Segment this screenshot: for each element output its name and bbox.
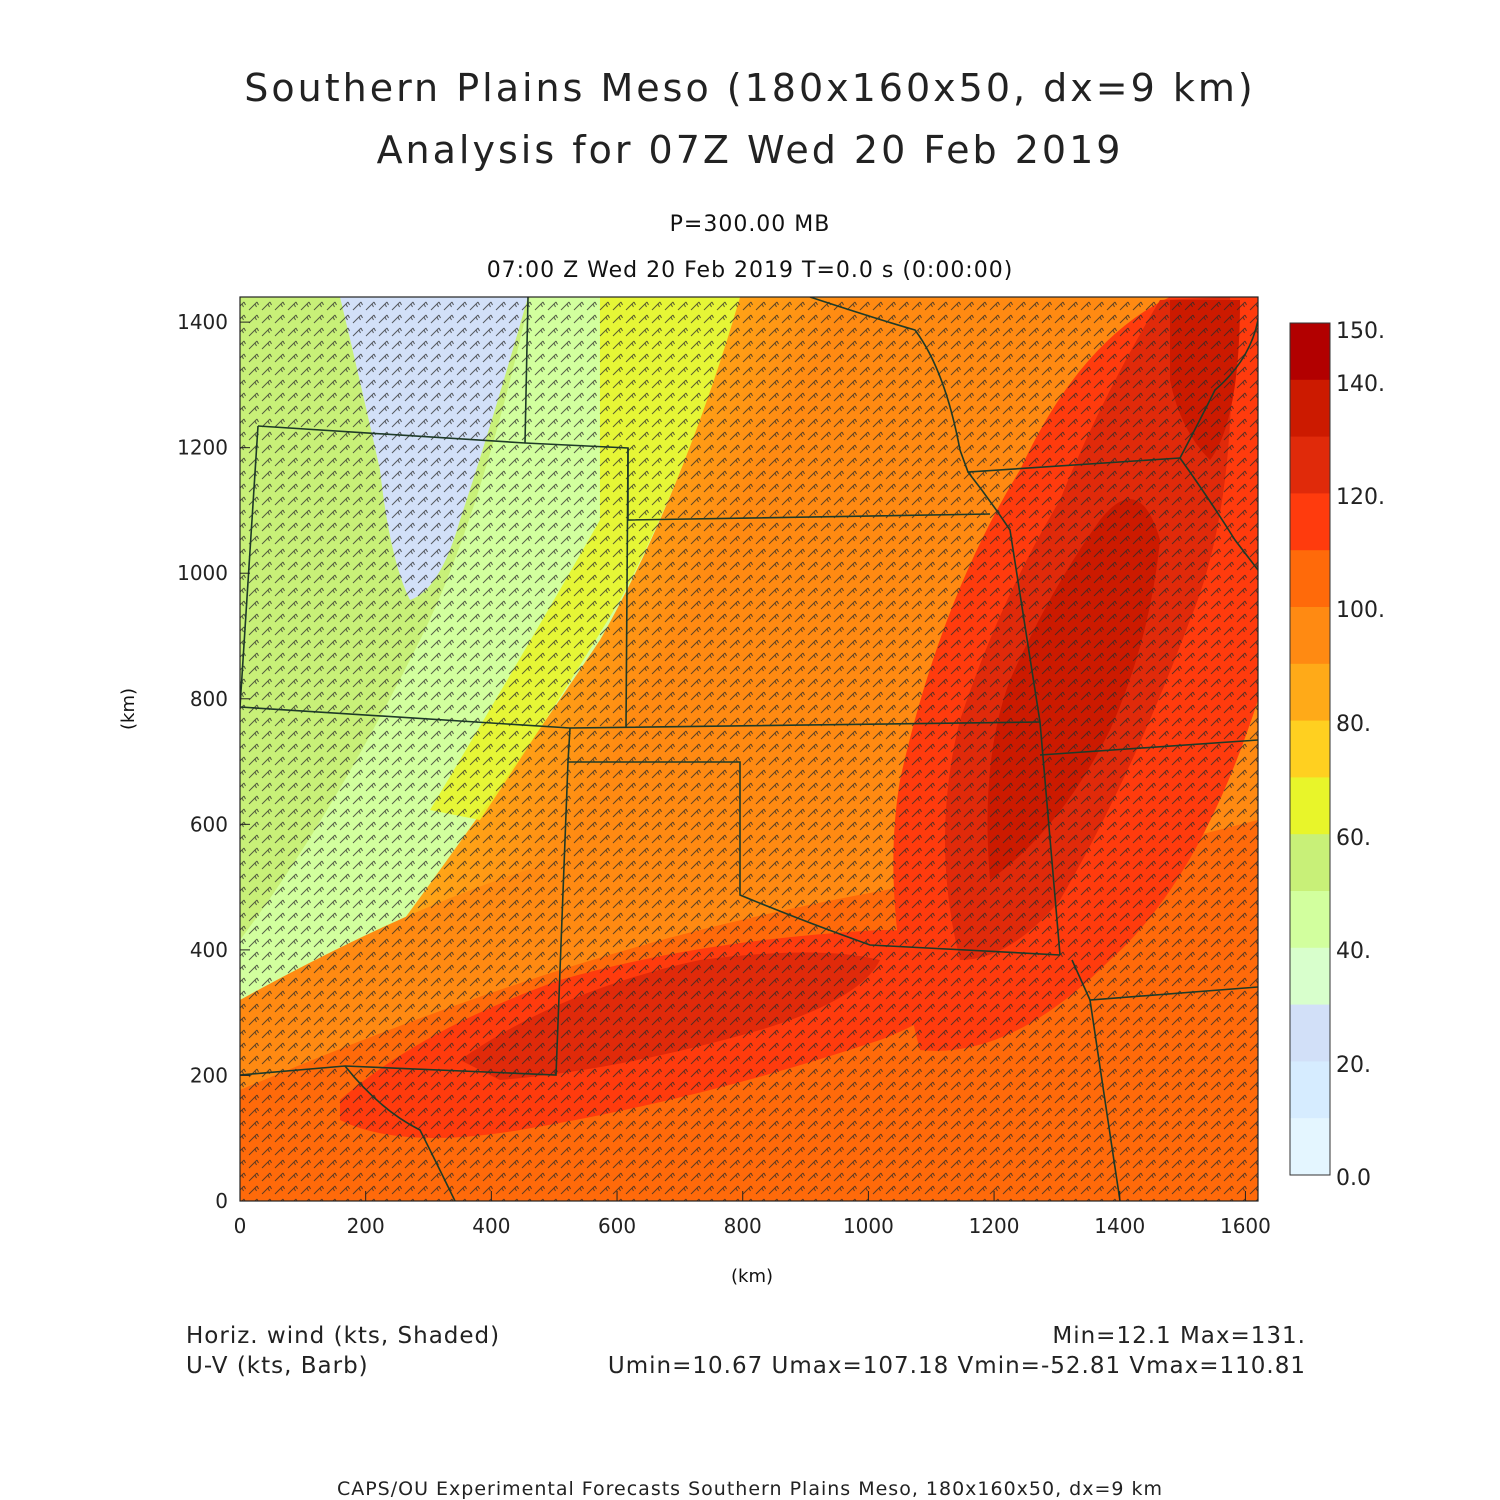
x-tick-label: 1000 [843,1214,894,1238]
y-tick-label: 400 [190,938,228,962]
x-tick-label: 1200 [969,1214,1020,1238]
colorbar-frame [1289,322,1331,1176]
colorbar-swatch [1290,436,1330,494]
x-tick-label: 1600 [1220,1214,1271,1238]
colorbar: 150. 140. 120. 100. 80. 60. 40. 20. 0.0 [1289,319,1385,1191]
colorbar-swatch [1290,891,1330,949]
credit-line: CAPS/OU Experimental Forecasts Southern … [336,1478,1164,1500]
colorbar-swatch [1290,493,1330,551]
colorbar-label: 60. [1336,826,1371,851]
uv-stats: Umin=10.67 Umax=107.18 Vmin=-52.81 Vmax=… [607,1353,1306,1379]
x-tick-label: 0 [234,1214,247,1238]
y-tick-label: 1000 [177,561,228,585]
colorbar-swatch [1290,1118,1330,1176]
colorbar-label: 0.0 [1336,1166,1371,1191]
y-axis-ticks: 0 200 400 600 800 1000 1200 1400 [177,310,250,1213]
barb-description: U-V (kts, Barb) [186,1353,369,1379]
colorbar-label: 100. [1336,598,1385,623]
colorbar-swatch [1290,323,1330,381]
valid-time: 07:00 Z Wed 20 Feb 2019 T=0.0 s (0:00:00… [486,258,1014,283]
colorbar-swatch [1290,607,1330,665]
x-tick-label: 1400 [1094,1214,1145,1238]
colorbar-label: 20. [1336,1053,1371,1078]
colorbar-swatch [1290,550,1330,608]
colorbar-label: 120. [1336,485,1385,510]
x-tick-label: 400 [472,1214,510,1238]
y-tick-label: 600 [190,812,228,836]
y-tick-label: 0 [215,1189,228,1213]
y-tick-label: 1200 [177,436,228,460]
chart-title: Southern Plains Meso (180x160x50, dx=9 k… [244,66,1256,110]
x-axis-label: (km) [731,1266,774,1287]
plot-frame [239,296,1259,1202]
y-axis-label: (km) [118,687,139,730]
colorbar-swatch [1290,1004,1330,1062]
state-borders [240,297,1258,1201]
x-tick-label: 800 [724,1214,762,1238]
colorbar-label: 150. [1336,319,1385,344]
y-tick-label: 1400 [177,310,228,334]
y-tick-label: 200 [190,1063,228,1087]
pressure-level: P=300.00 MB [669,212,831,237]
colorbar-label: 80. [1336,712,1371,737]
x-tick-label: 200 [347,1214,385,1238]
colorbar-swatch [1290,720,1330,778]
chart-subtitle: Analysis for 07Z Wed 20 Feb 2019 [376,128,1124,172]
colorbar-swatch [1290,947,1330,1006]
colorbar-swatch [1290,1061,1330,1119]
colorbar-swatch [1290,663,1330,722]
shading-description: Horiz. wind (kts, Shaded) [186,1323,501,1349]
x-axis-ticks: 0 200 400 600 800 1000 1200 1400 1600 [234,1191,1271,1238]
colorbar-label: 140. [1336,372,1385,397]
x-tick-label: 600 [598,1214,636,1238]
colorbar-swatch [1290,379,1330,438]
min-max-stats: Min=12.1 Max=131. [1052,1323,1306,1349]
colorbar-swatch [1290,777,1330,835]
colorbar-label: 40. [1336,939,1371,964]
wind-speed-shading [240,297,1258,1201]
colorbar-swatch [1290,834,1330,892]
y-tick-label: 800 [190,687,228,711]
